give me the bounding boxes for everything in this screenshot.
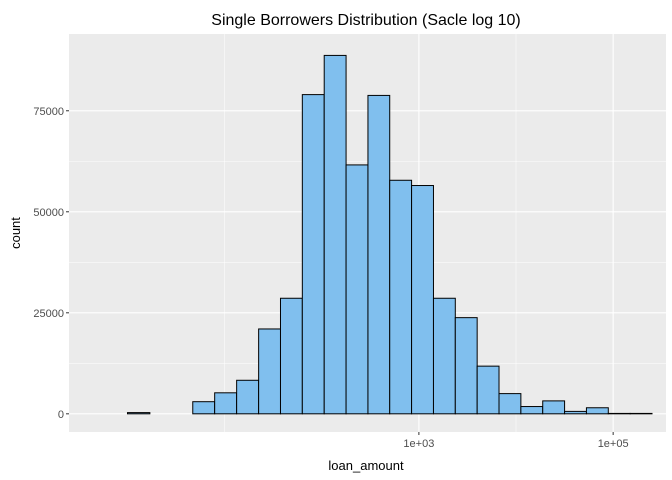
- y-axis: 0 25000 50000 75000: [33, 106, 69, 421]
- histogram-bar: [258, 328, 281, 415]
- y-axis-title: count: [8, 217, 23, 249]
- histogram-bar: [498, 393, 522, 415]
- x-tick-label: 1e+05: [598, 438, 629, 450]
- histogram-bar: [345, 164, 369, 415]
- x-tick-label: 1e+03: [403, 438, 434, 450]
- x-axis-title: loan_amount: [328, 458, 404, 473]
- histogram-bar: [432, 297, 456, 415]
- y-tick-label: 75000: [33, 106, 64, 118]
- x-axis: 1e+03 1e+05: [403, 432, 629, 450]
- chart-title: Single Borrowers Distribution (Sacle log…: [211, 12, 520, 29]
- histogram-bar: [126, 412, 151, 415]
- histogram-bar: [520, 406, 544, 415]
- histogram-bars: [126, 54, 653, 415]
- histogram-bar: [389, 179, 413, 415]
- y-tick-label: 0: [58, 409, 64, 421]
- histogram-bar: [564, 410, 587, 415]
- y-tick-label: 25000: [33, 308, 64, 320]
- histogram-bar: [542, 400, 566, 415]
- histogram-bar: [454, 317, 478, 415]
- histogram-bar: [585, 407, 609, 415]
- histogram-bar: [301, 94, 325, 415]
- histogram-bar: [214, 392, 238, 415]
- histogram-bar: [192, 401, 216, 415]
- histogram-bar: [411, 185, 434, 415]
- histogram-bar: [236, 379, 260, 415]
- histogram-bar: [476, 365, 500, 415]
- histogram-bar: [279, 297, 303, 415]
- histogram-bar: [367, 94, 391, 415]
- y-tick-label: 50000: [33, 207, 64, 219]
- histogram-bar: [323, 54, 347, 415]
